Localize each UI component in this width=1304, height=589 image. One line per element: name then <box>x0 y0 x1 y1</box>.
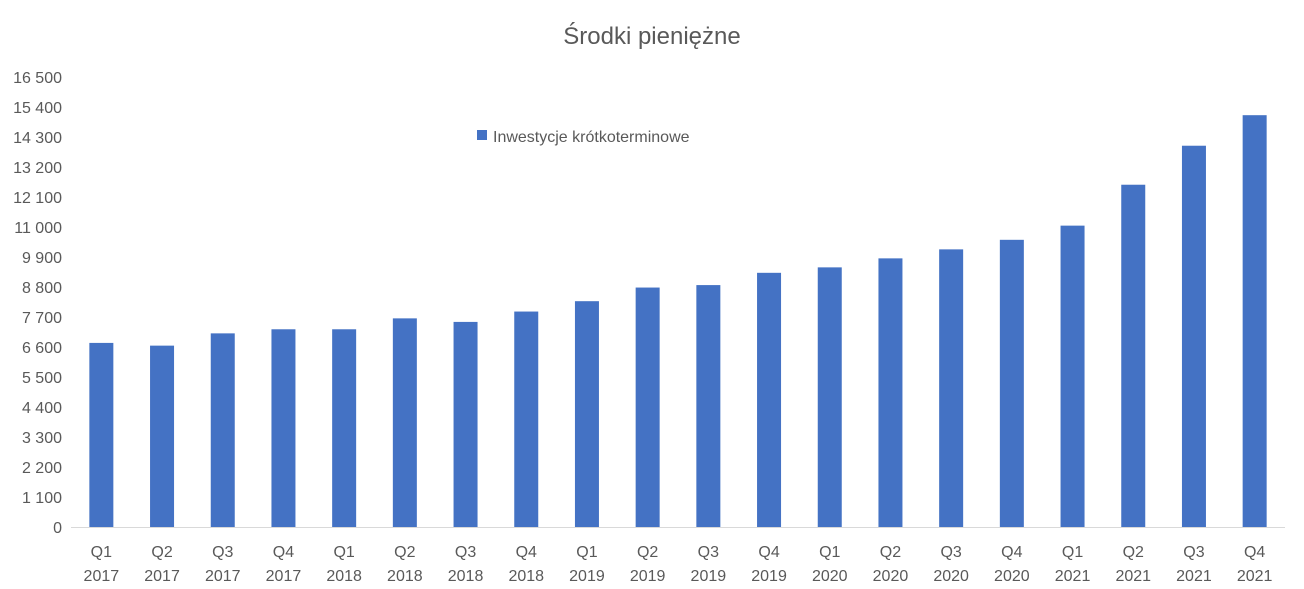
x-tick-label-year: 2020 <box>812 568 848 585</box>
y-tick-label: 9 900 <box>22 250 62 267</box>
x-tick-label-quarter: Q4 <box>1244 544 1265 561</box>
y-tick-label: 4 400 <box>22 400 62 417</box>
x-tick-label-quarter: Q2 <box>394 544 415 561</box>
bar <box>1181 145 1206 527</box>
y-tick-label: 5 500 <box>22 370 62 387</box>
x-tick-label-quarter: Q2 <box>637 544 658 561</box>
x-tick-label-year: 2017 <box>205 568 241 585</box>
x-tick-label-quarter: Q4 <box>516 544 537 561</box>
x-tick-label-quarter: Q1 <box>1062 544 1083 561</box>
y-tick-label: 2 200 <box>22 460 62 477</box>
x-tick-label-quarter: Q3 <box>1183 544 1204 561</box>
bar <box>878 258 903 527</box>
bar <box>210 333 235 527</box>
x-tick-label-quarter: Q1 <box>333 544 354 561</box>
x-tick-label-year: 2020 <box>933 568 969 585</box>
legend-label: Inwestycje krótkoterminowe <box>493 129 690 146</box>
x-tick-label-year: 2020 <box>873 568 909 585</box>
y-tick-label: 14 300 <box>13 130 62 147</box>
y-tick-label: 12 100 <box>13 190 62 207</box>
y-tick-label: 6 600 <box>22 340 62 357</box>
x-tick-label-year: 2017 <box>144 568 180 585</box>
x-tick-label-year: 2019 <box>630 568 666 585</box>
x-tick-label-quarter: Q2 <box>880 544 901 561</box>
bar <box>939 249 964 527</box>
bar <box>332 329 357 527</box>
y-tick-label: 16 500 <box>13 70 62 87</box>
x-tick-label-quarter: Q1 <box>91 544 112 561</box>
x-tick-label-year: 2019 <box>751 568 787 585</box>
x-tick-label-quarter: Q1 <box>819 544 840 561</box>
x-tick-label-quarter: Q4 <box>758 544 779 561</box>
y-tick-label: 11 000 <box>14 220 62 237</box>
chart-title: Środki pieniężne <box>563 22 740 50</box>
x-tick-label-year: 2020 <box>994 568 1030 585</box>
x-tick-label-quarter: Q2 <box>1123 544 1144 561</box>
x-tick-label-year: 2019 <box>691 568 727 585</box>
x-tick-label-year: 2018 <box>448 568 484 585</box>
bar <box>696 285 721 527</box>
x-tick-label-year: 2017 <box>84 568 120 585</box>
bar <box>1121 184 1146 527</box>
legend-swatch <box>477 130 487 140</box>
x-tick-label-quarter: Q2 <box>151 544 172 561</box>
y-tick-label: 15 400 <box>13 100 62 117</box>
bar <box>150 345 175 527</box>
bar <box>271 329 296 527</box>
legend: Inwestycje krótkoterminowe <box>477 129 690 146</box>
x-tick-label-year: 2021 <box>1115 568 1151 585</box>
bar <box>817 267 842 527</box>
y-tick-label: 7 700 <box>22 310 62 327</box>
x-tick-label-year: 2019 <box>569 568 605 585</box>
x-tick-label-quarter: Q3 <box>212 544 233 561</box>
x-tick-label-quarter: Q3 <box>940 544 961 561</box>
y-tick-label: 3 300 <box>22 430 62 447</box>
x-tick-label-quarter: Q3 <box>455 544 476 561</box>
bar <box>1060 225 1085 528</box>
bar <box>1242 115 1267 527</box>
bar <box>514 311 539 527</box>
bar <box>89 342 114 527</box>
x-tick-label-year: 2018 <box>508 568 544 585</box>
x-tick-label-quarter: Q3 <box>698 544 719 561</box>
y-axis: 0 1 100 2 200 3 300 4 400 5 500 6 600 7 700 8 80… <box>13 70 62 537</box>
x-tick-label-year: 2017 <box>266 568 302 585</box>
bar <box>392 318 417 527</box>
bar <box>757 272 782 527</box>
bar <box>999 239 1024 527</box>
x-tick-label-year: 2021 <box>1055 568 1091 585</box>
x-tick-label-quarter: Q1 <box>576 544 597 561</box>
bar <box>574 301 599 527</box>
x-tick-label-year: 2021 <box>1237 568 1273 585</box>
bar-series <box>89 115 1267 528</box>
x-axis: Q1 2017 Q2 2017 Q3 2017 Q4 2017 Q1 2018 Q2 2018 Q3 20… <box>84 544 1273 585</box>
y-tick-label: 13 200 <box>13 160 62 177</box>
y-tick-label: 0 <box>53 520 62 537</box>
bar <box>635 287 660 527</box>
x-tick-label-year: 2018 <box>326 568 362 585</box>
x-tick-label-quarter: Q4 <box>273 544 294 561</box>
y-tick-label: 8 800 <box>22 280 62 297</box>
x-tick-label-year: 2018 <box>387 568 423 585</box>
bar <box>453 321 478 527</box>
x-tick-label-year: 2021 <box>1176 568 1212 585</box>
x-tick-label-quarter: Q4 <box>1001 544 1022 561</box>
y-tick-label: 1 100 <box>22 490 62 507</box>
